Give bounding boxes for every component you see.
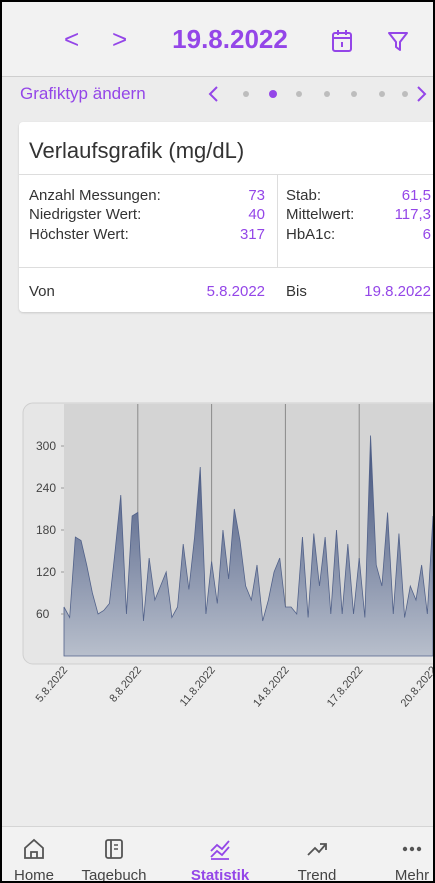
diary-icon[interactable] — [102, 837, 126, 861]
y-tick-label: 60 — [36, 607, 50, 621]
stats-icon[interactable] — [208, 837, 232, 861]
from-label: Von — [29, 283, 55, 300]
nav-label[interactable]: Home — [13, 867, 55, 883]
top-bar: < > 19.8.2022 — [2, 2, 433, 77]
divider — [19, 267, 433, 268]
y-tick-label: 180 — [36, 523, 56, 537]
to-date: 19.8.2022 — [364, 283, 431, 300]
stat-label: Stab: — [286, 187, 322, 204]
x-tick-label: 20.8.2022 — [399, 664, 433, 709]
prev-day[interactable]: < — [64, 24, 80, 54]
stat-value: 6 — [422, 226, 431, 243]
current-date[interactable]: 19.8.2022 — [172, 24, 288, 54]
stat-value: 40 — [248, 206, 265, 223]
x-tick-label: 14.8.2022 — [251, 664, 292, 709]
to-label: Bis — [286, 283, 307, 300]
stat-label: Mittelwert: — [286, 206, 355, 223]
nav-label[interactable]: Trend — [297, 867, 337, 883]
chart: 5.8.2022 8.8.2022 11.8.2022 14.8.2022 17.8.2… — [22, 402, 433, 709]
stat-value: 73 — [248, 187, 265, 204]
x-tick-label: 11.8.2022 — [178, 664, 218, 709]
glucose-area — [63, 435, 433, 657]
bottom-nav: Home Tagebuch Statistik Trend Mehr — [2, 826, 433, 883]
card-title: Verlaufsgrafik (mg/dL) — [29, 138, 245, 163]
x-tick-label: 5.8.2022 — [34, 664, 71, 705]
chart-type-label[interactable]: Grafiktyp ändern — [20, 84, 146, 103]
divider — [19, 174, 433, 175]
stat-label: HbA1c: — [286, 226, 336, 243]
filter-icon[interactable] — [386, 29, 410, 53]
stat-label: Höchster Wert: — [29, 226, 129, 243]
nav-label[interactable]: Mehr — [394, 867, 430, 883]
stat-value: 61,5 — [401, 187, 431, 204]
stat-label: Anzahl Messungen: — [29, 187, 161, 204]
y-tick-label: 300 — [36, 439, 56, 453]
calendar-icon[interactable] — [330, 28, 354, 54]
home-icon[interactable] — [22, 837, 46, 861]
stat-value: 117,3 — [394, 206, 431, 223]
x-tick-label: 8.8.2022 — [107, 664, 144, 705]
stat-value: 317 — [239, 226, 265, 243]
next-day[interactable]: > — [112, 24, 128, 54]
nav-label[interactable]: Statistik — [190, 867, 250, 883]
stat-label: Niedrigster Wert: — [29, 206, 142, 223]
chart-type-pager[interactable] — [202, 82, 435, 106]
nav-label[interactable]: Tagebuch — [81, 867, 147, 883]
trend-icon[interactable] — [305, 837, 329, 861]
stats-card: Verlaufsgrafik (mg/dL) Von 5.8.2022 Bis … — [19, 122, 433, 312]
x-tick-label: 17.8.2022 — [325, 664, 366, 709]
from-date: 5.8.2022 — [206, 283, 265, 300]
y-tick-label: 120 — [36, 565, 56, 579]
more-icon[interactable] — [400, 837, 424, 861]
y-tick-label: 240 — [36, 481, 56, 495]
divider — [277, 174, 278, 267]
